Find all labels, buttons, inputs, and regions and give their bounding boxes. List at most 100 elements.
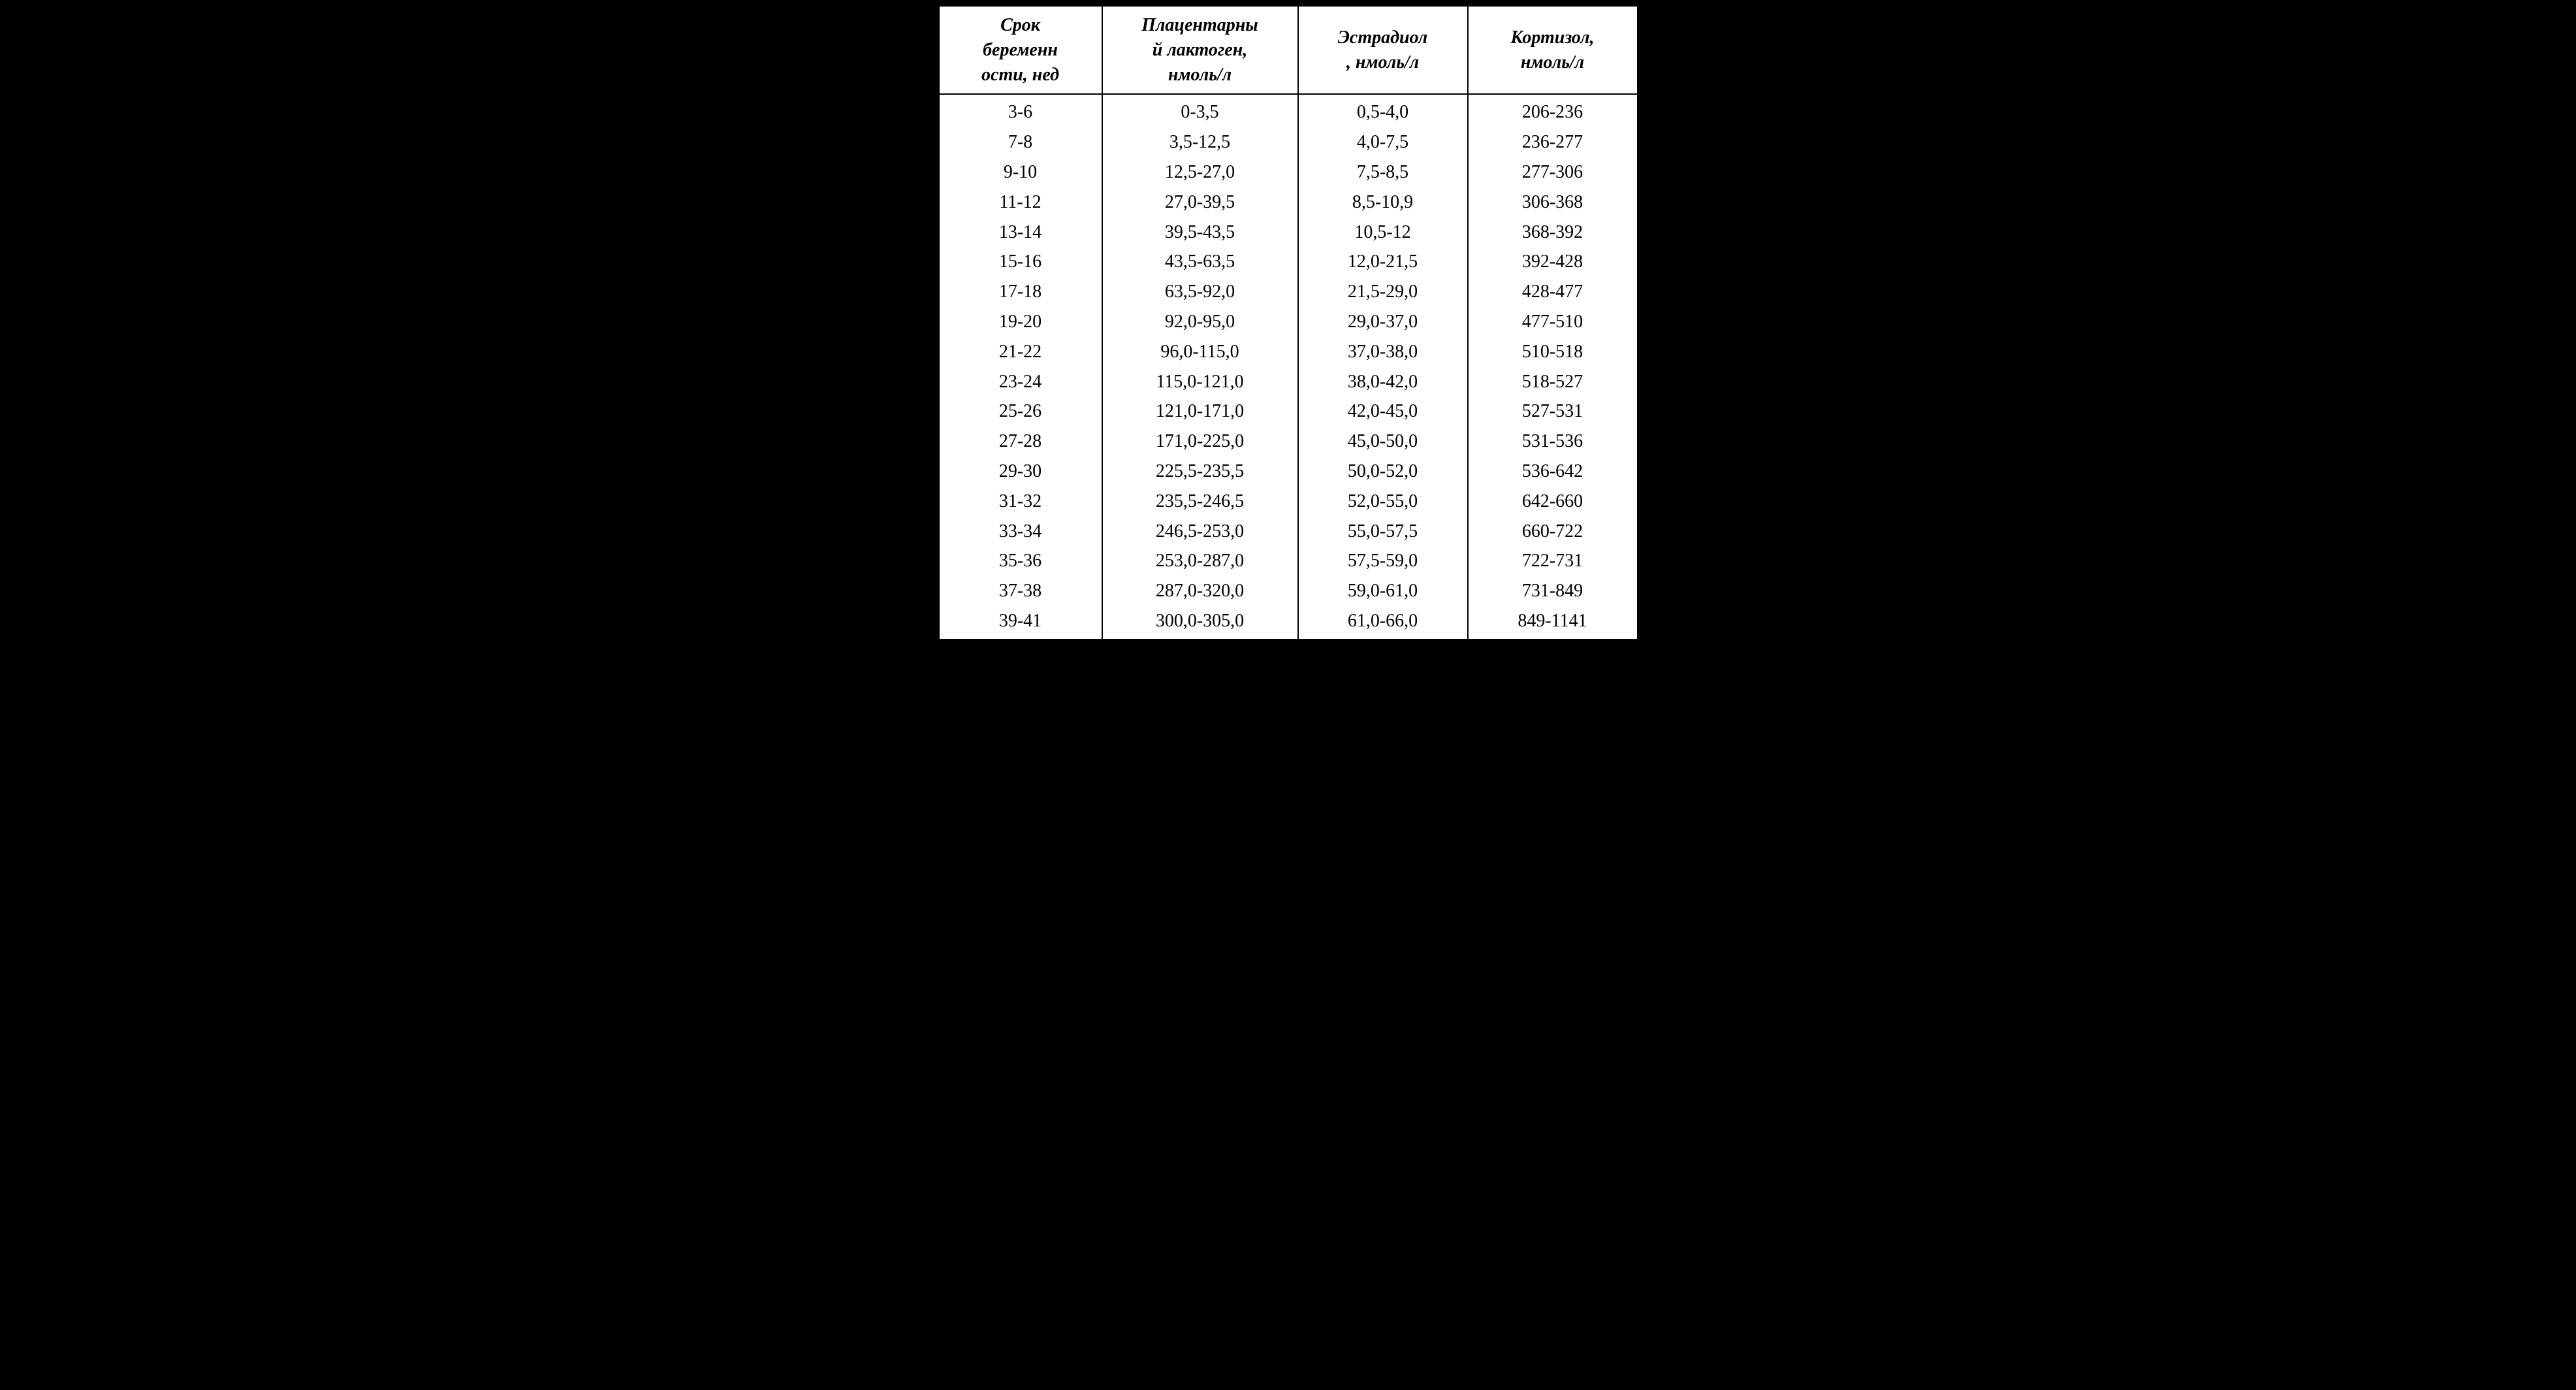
table-header-row: Срок беременн ости, нед Плацентарны й ла… (939, 6, 1638, 94)
table-cell: 3-6 (939, 94, 1102, 127)
table-cell: 45,0-50,0 (1298, 427, 1468, 457)
table-cell: 37-38 (939, 576, 1102, 606)
table-cell: 0-3,5 (1102, 94, 1298, 127)
table-cell: 10,5-12 (1298, 218, 1468, 248)
table-cell: 731-849 (1468, 576, 1638, 606)
col-header-lactogen: Плацентарны й лактоген, нмоль/л (1102, 6, 1298, 94)
table-cell: 43,5-63,5 (1102, 247, 1298, 277)
table-cell: 287,0-320,0 (1102, 576, 1298, 606)
table-row: 35-36253,0-287,057,5-59,0722-731 (939, 546, 1638, 576)
table-cell: 38,0-42,0 (1298, 367, 1468, 397)
table-cell: 33-34 (939, 517, 1102, 547)
table-cell: 722-731 (1468, 546, 1638, 576)
table-cell: 61,0-66,0 (1298, 606, 1468, 639)
table-cell: 39-41 (939, 606, 1102, 639)
table-cell: 23-24 (939, 367, 1102, 397)
document-page: Срок беременн ости, нед Плацентарны й ла… (938, 5, 1638, 640)
col-header-cortisol: Кортизол, нмоль/л (1468, 6, 1638, 94)
table-cell: 27,0-39,5 (1102, 187, 1298, 218)
table-cell: 536-642 (1468, 457, 1638, 487)
table-cell: 236-277 (1468, 127, 1638, 157)
table-cell: 510-518 (1468, 337, 1638, 367)
table-row: 13-1439,5-43,510,5-12368-392 (939, 218, 1638, 248)
table-cell: 12,5-27,0 (1102, 157, 1298, 187)
table-row: 33-34246,5-253,055,0-57,5660-722 (939, 517, 1638, 547)
table-cell: 518-527 (1468, 367, 1638, 397)
table-cell: 59,0-61,0 (1298, 576, 1468, 606)
table-cell: 9-10 (939, 157, 1102, 187)
table-row: 19-2092,0-95,029,0-37,0477-510 (939, 307, 1638, 337)
table-cell: 246,5-253,0 (1102, 517, 1298, 547)
table-cell: 92,0-95,0 (1102, 307, 1298, 337)
header-text: Эстрадиол (1338, 27, 1428, 48)
table-row: 29-30225,5-235,550,0-52,0536-642 (939, 457, 1638, 487)
table-cell: 531-536 (1468, 427, 1638, 457)
table-cell: 4,0-7,5 (1298, 127, 1468, 157)
header-text: Плацентарны (1141, 15, 1258, 35)
table-row: 11-1227,0-39,58,5-10,9306-368 (939, 187, 1638, 218)
table-row: 31-32235,5-246,552,0-55,0642-660 (939, 487, 1638, 517)
table-cell: 55,0-57,5 (1298, 517, 1468, 547)
table-body: 3-60-3,50,5-4,0206-2367-83,5-12,54,0-7,5… (939, 94, 1638, 639)
col-header-weeks: Срок беременн ости, нед (939, 6, 1102, 94)
table-cell: 19-20 (939, 307, 1102, 337)
table-cell: 11-12 (939, 187, 1102, 218)
table-cell: 115,0-121,0 (1102, 367, 1298, 397)
table-cell: 57,5-59,0 (1298, 546, 1468, 576)
table-cell: 31-32 (939, 487, 1102, 517)
table-cell: 37,0-38,0 (1298, 337, 1468, 367)
table-cell: 277-306 (1468, 157, 1638, 187)
table-cell: 171,0-225,0 (1102, 427, 1298, 457)
table-cell: 235,5-246,5 (1102, 487, 1298, 517)
table-row: 9-1012,5-27,07,5-8,5277-306 (939, 157, 1638, 187)
table-cell: 21-22 (939, 337, 1102, 367)
table-cell: 527-531 (1468, 396, 1638, 427)
header-text: нмоль/л (1521, 52, 1584, 73)
table-cell: 121,0-171,0 (1102, 396, 1298, 427)
table-cell: 225,5-235,5 (1102, 457, 1298, 487)
table-cell: 368-392 (1468, 218, 1638, 248)
table-cell: 206-236 (1468, 94, 1638, 127)
table-row: 7-83,5-12,54,0-7,5236-277 (939, 127, 1638, 157)
table-row: 23-24115,0-121,038,0-42,0518-527 (939, 367, 1638, 397)
header-text: беременн (983, 40, 1058, 60)
table-cell: 392-428 (1468, 247, 1638, 277)
table-cell: 96,0-115,0 (1102, 337, 1298, 367)
table-cell: 849-1141 (1468, 606, 1638, 639)
table-cell: 306-368 (1468, 187, 1638, 218)
table-cell: 17-18 (939, 277, 1102, 307)
table-cell: 13-14 (939, 218, 1102, 248)
header-text: Срок (1000, 15, 1040, 35)
table-cell: 477-510 (1468, 307, 1638, 337)
table-cell: 27-28 (939, 427, 1102, 457)
table-cell: 15-16 (939, 247, 1102, 277)
table-row: 17-1863,5-92,021,5-29,0428-477 (939, 277, 1638, 307)
table-cell: 39,5-43,5 (1102, 218, 1298, 248)
table-cell: 42,0-45,0 (1298, 396, 1468, 427)
header-text: Кортизол, (1510, 27, 1594, 48)
table-row: 15-1643,5-63,512,0-21,5392-428 (939, 247, 1638, 277)
table-row: 25-26121,0-171,042,0-45,0527-531 (939, 396, 1638, 427)
table-cell: 253,0-287,0 (1102, 546, 1298, 576)
header-text: й лактоген, (1153, 40, 1247, 60)
table-cell: 3,5-12,5 (1102, 127, 1298, 157)
table-cell: 428-477 (1468, 277, 1638, 307)
table-cell: 642-660 (1468, 487, 1638, 517)
table-cell: 50,0-52,0 (1298, 457, 1468, 487)
table-cell: 300,0-305,0 (1102, 606, 1298, 639)
header-text: нмоль/л (1168, 65, 1232, 85)
header-text: , нмоль/л (1346, 52, 1419, 73)
table-cell: 29,0-37,0 (1298, 307, 1468, 337)
table-cell: 35-36 (939, 546, 1102, 576)
table-cell: 8,5-10,9 (1298, 187, 1468, 218)
table-cell: 21,5-29,0 (1298, 277, 1468, 307)
table-row: 21-2296,0-115,037,0-38,0510-518 (939, 337, 1638, 367)
table-cell: 12,0-21,5 (1298, 247, 1468, 277)
table-row: 39-41300,0-305,061,0-66,0849-1141 (939, 606, 1638, 639)
table-cell: 52,0-55,0 (1298, 487, 1468, 517)
table-cell: 660-722 (1468, 517, 1638, 547)
table-cell: 63,5-92,0 (1102, 277, 1298, 307)
table-row: 3-60-3,50,5-4,0206-236 (939, 94, 1638, 127)
table-cell: 7,5-8,5 (1298, 157, 1468, 187)
table-cell: 7-8 (939, 127, 1102, 157)
